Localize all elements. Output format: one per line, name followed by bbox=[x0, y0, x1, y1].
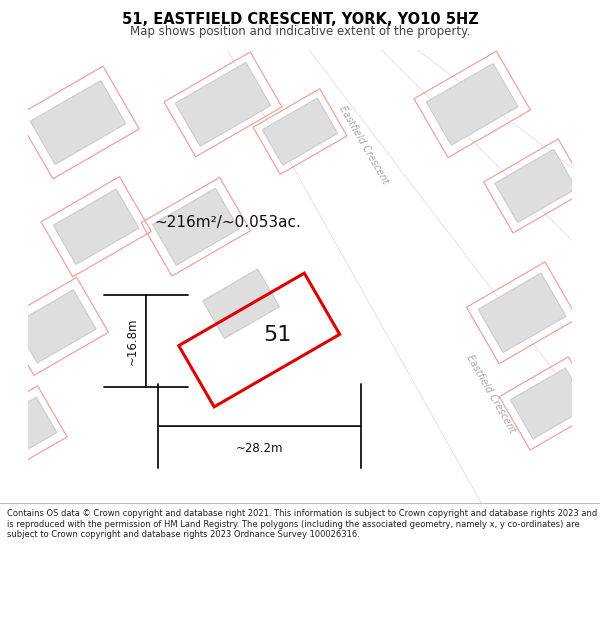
Polygon shape bbox=[262, 98, 338, 165]
Text: ~28.2m: ~28.2m bbox=[235, 442, 283, 456]
Polygon shape bbox=[227, 50, 572, 503]
Polygon shape bbox=[175, 62, 271, 146]
Polygon shape bbox=[53, 189, 139, 264]
Text: ~16.8m: ~16.8m bbox=[125, 317, 139, 364]
Text: Eastfield Crescent: Eastfield Crescent bbox=[337, 104, 390, 186]
Text: Map shows position and indicative extent of the property.: Map shows position and indicative extent… bbox=[130, 24, 470, 38]
Text: 51, EASTFIELD CRESCENT, YORK, YO10 5HZ: 51, EASTFIELD CRESCENT, YORK, YO10 5HZ bbox=[122, 12, 478, 28]
Text: Contains OS data © Crown copyright and database right 2021. This information is : Contains OS data © Crown copyright and d… bbox=[7, 509, 598, 539]
Polygon shape bbox=[418, 50, 572, 240]
Polygon shape bbox=[0, 397, 57, 464]
Polygon shape bbox=[203, 269, 280, 339]
Polygon shape bbox=[30, 81, 126, 164]
Polygon shape bbox=[427, 64, 518, 145]
Text: 51: 51 bbox=[263, 326, 292, 346]
Text: Eastfield Crescent: Eastfield Crescent bbox=[464, 354, 517, 435]
Polygon shape bbox=[511, 368, 588, 439]
Polygon shape bbox=[478, 273, 566, 352]
Polygon shape bbox=[14, 290, 96, 363]
Polygon shape bbox=[495, 149, 577, 222]
Polygon shape bbox=[152, 188, 239, 265]
Text: ~216m²/~0.053ac.: ~216m²/~0.053ac. bbox=[154, 214, 301, 229]
